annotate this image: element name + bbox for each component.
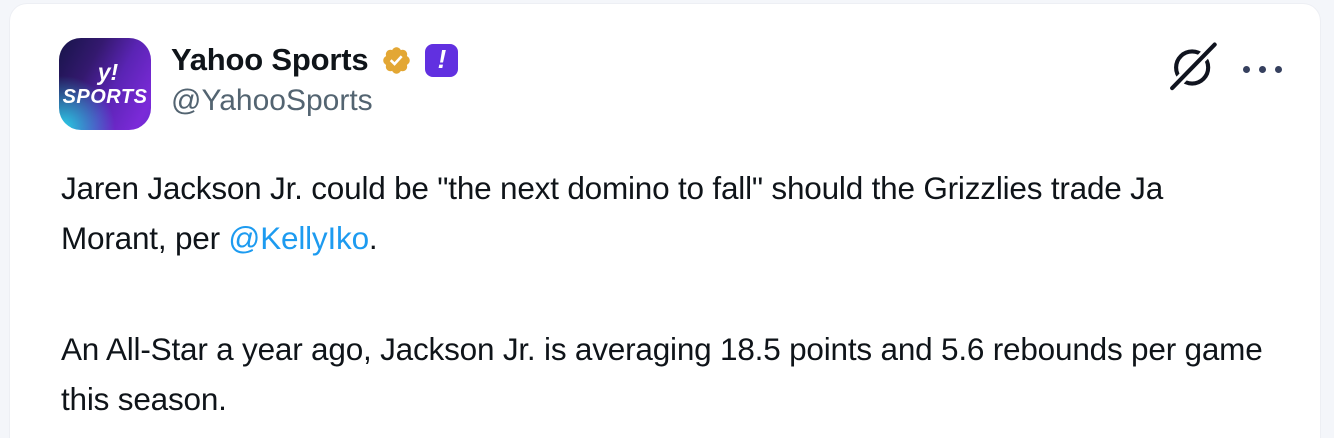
author-name-row: Yahoo Sports !: [171, 42, 459, 78]
more-menu-button[interactable]: [1241, 40, 1284, 83]
tweet-header: y! SPORTS Yahoo Sports ! @YahooSports: [59, 38, 1284, 130]
avatar-logo-text: y!: [97, 59, 119, 85]
author-handle[interactable]: @YahooSports: [171, 84, 373, 117]
gold-verified-icon: [381, 45, 412, 76]
tweet-body: Jaren Jackson Jr. could be "the next dom…: [61, 163, 1268, 424]
avatar[interactable]: y! SPORTS: [59, 38, 151, 130]
avatar-logo-subtext: SPORTS: [62, 86, 148, 108]
tweet-paragraph-2: An All-Star a year ago, Jackson Jr. is a…: [61, 331, 1263, 417]
mention-link-kellyiko[interactable]: @KellyIko: [228, 220, 369, 256]
header-actions: [1167, 38, 1284, 92]
more-dot: [1259, 66, 1266, 73]
tweet-text: Jaren Jackson Jr. could be "the next dom…: [61, 170, 1164, 256]
author-block: Yahoo Sports ! @YahooSports: [171, 38, 459, 118]
grok-icon[interactable]: [1167, 40, 1219, 92]
more-dot: [1243, 66, 1250, 73]
affiliate-badge-icon[interactable]: !: [425, 43, 459, 77]
tweet-paragraph-1: Jaren Jackson Jr. could be "the next dom…: [61, 163, 1268, 263]
more-dot: [1275, 66, 1282, 73]
author-name[interactable]: Yahoo Sports: [171, 42, 369, 77]
tweet-card: y! SPORTS Yahoo Sports ! @YahooSports: [9, 3, 1321, 438]
tweet-text: .: [368, 220, 378, 256]
